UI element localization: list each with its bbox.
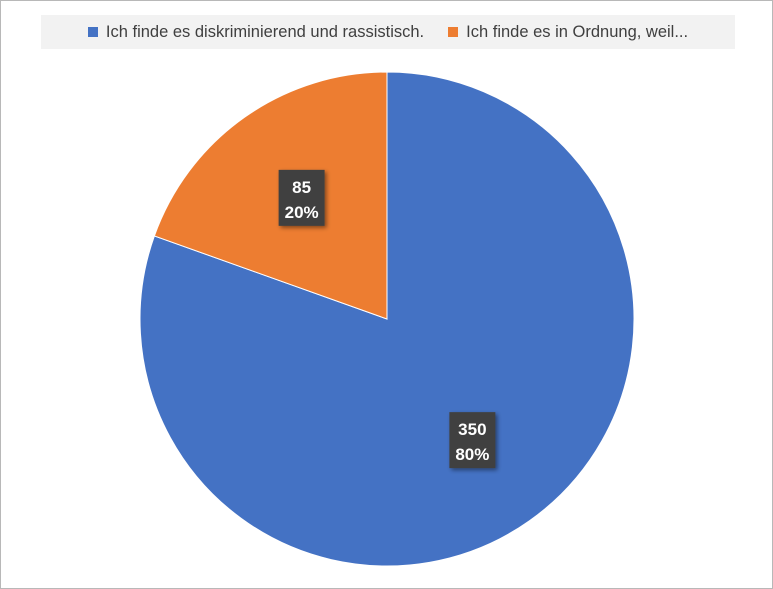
legend: Ich finde es diskriminierend und rassist… [41,15,735,49]
data-label-box-diskriminierend [449,412,496,469]
legend-item-in-ordnung: Ich finde es in Ordnung, weil... [448,23,688,42]
legend-label-diskriminierend: Ich finde es diskriminierend und rassist… [105,22,425,41]
legend-label-in-ordnung: Ich finde es in Ordnung, weil... [466,22,689,41]
legend-item-diskriminierend: Ich finde es diskriminierend und rassist… [87,22,425,42]
legend-swatch-diskriminierend [87,27,98,37]
data-label-value-in-ordnung: 85 [292,178,311,197]
pie-slices [139,71,635,567]
data-label-box-in-ordnung [278,169,325,226]
data-label-percent-diskriminierend: 80% [455,445,489,464]
legend-swatch-in-ordnung [448,27,459,37]
data-label-percent-in-ordnung: 20% [285,203,319,222]
data-label-value-diskriminierend: 350 [458,420,486,439]
pie-slice-in-ordnung [153,71,388,320]
